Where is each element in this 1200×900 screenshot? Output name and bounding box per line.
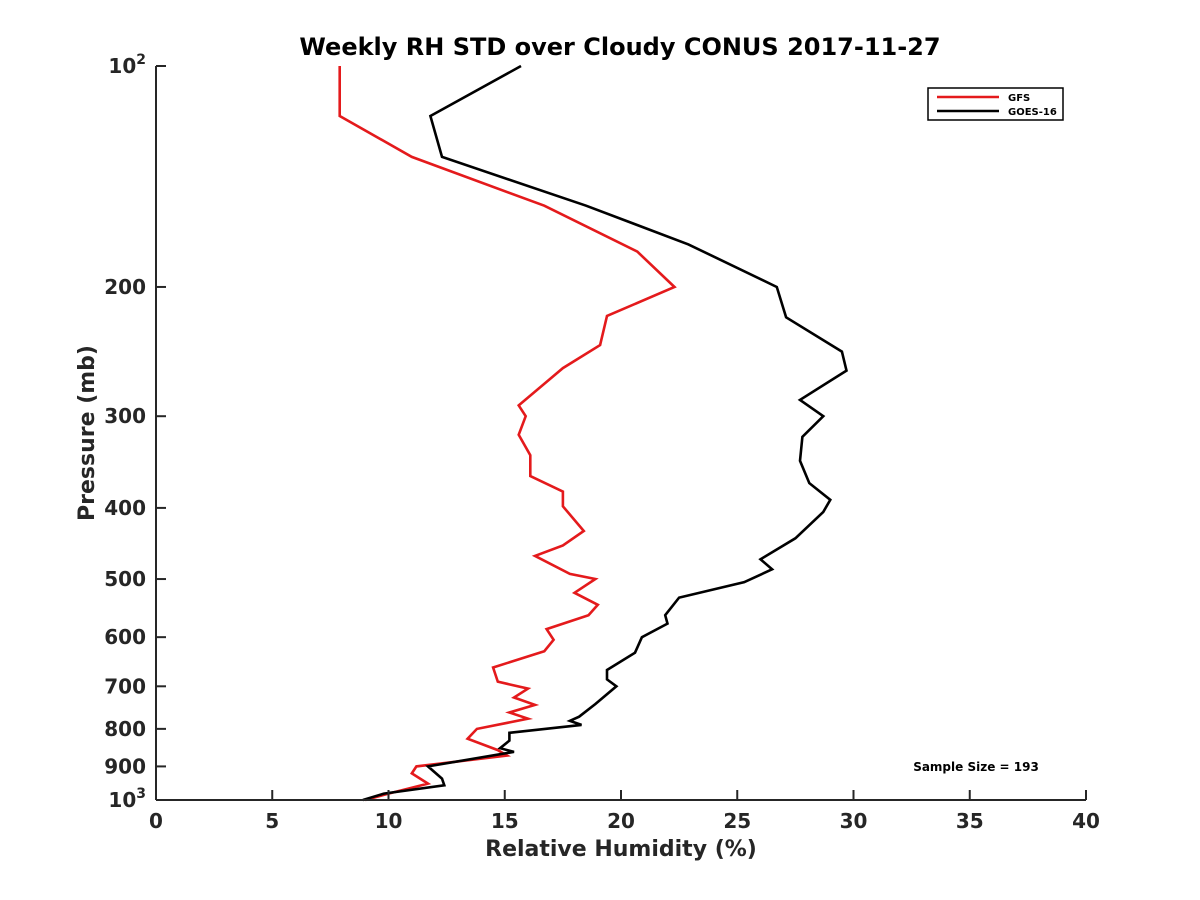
- x-tick-label: 25: [723, 809, 751, 833]
- series-line-gfs: [338, 66, 677, 802]
- x-tick-label: 10: [375, 809, 403, 833]
- x-tick-label: 20: [607, 809, 635, 833]
- x-tick-label: 5: [265, 809, 279, 833]
- y-tick-label: 900: [104, 754, 146, 778]
- y-tick-label: 300: [104, 404, 146, 428]
- x-tick-label: 35: [956, 809, 984, 833]
- y-tick-label: 103: [108, 786, 146, 812]
- legend-label-goes16: GOES-16: [1008, 107, 1057, 118]
- y-tick-label: 400: [104, 496, 146, 520]
- sample-size-annotation: Sample Size = 193: [913, 760, 1039, 774]
- x-tick-label: 0: [149, 809, 163, 833]
- x-ticks: 0 5 10 15 20 25 30 35 40: [149, 790, 1100, 833]
- y-tick-label: 500: [104, 567, 146, 591]
- x-axis-label: Relative Humidity (%): [485, 837, 757, 862]
- y-tick-label: 800: [104, 717, 146, 741]
- legend-box: [927, 87, 1064, 121]
- y-axis-label: Pressure (mb): [75, 345, 100, 521]
- y-ticks: 102 200 300 400 500 600 700 800 900 103: [104, 52, 166, 812]
- x-tick-label: 15: [491, 809, 519, 833]
- series-line-goes16: [362, 64, 848, 802]
- y-tick-label: 102: [108, 52, 146, 78]
- chart-title: Weekly RH STD over Cloudy CONUS 2017-11-…: [299, 33, 940, 61]
- series-lines: [338, 64, 848, 802]
- x-tick-label: 30: [840, 809, 868, 833]
- legend-label-gfs: GFS: [1008, 93, 1030, 104]
- y-tick-label: 200: [104, 275, 146, 299]
- x-tick-label: 40: [1072, 809, 1100, 833]
- y-tick-label: 700: [104, 674, 146, 698]
- legend: GFS GOES-16: [927, 87, 1064, 121]
- y-tick-label: 600: [104, 625, 146, 649]
